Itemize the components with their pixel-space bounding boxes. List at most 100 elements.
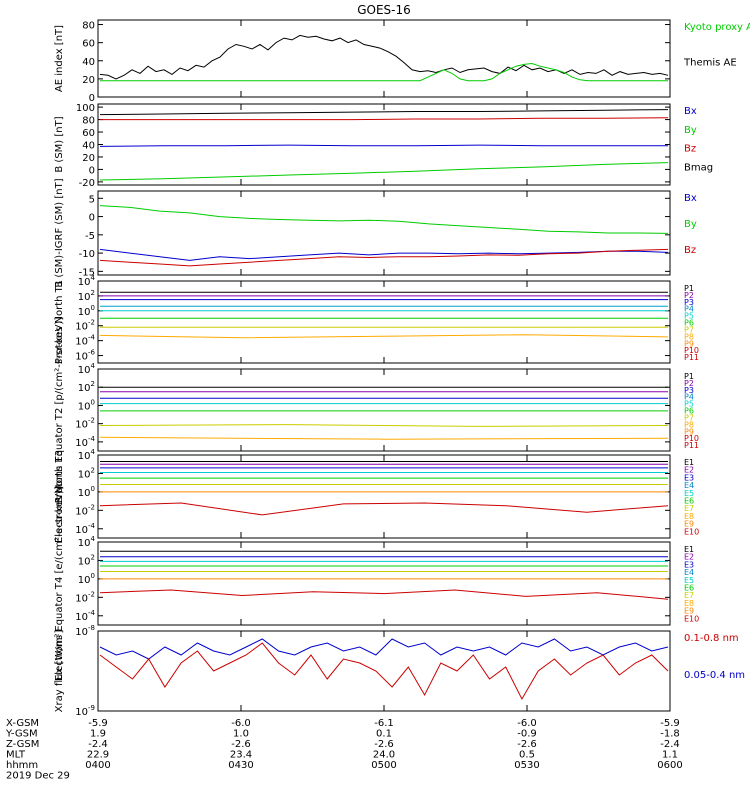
ytick-label-e1-4: 10-4 xyxy=(75,522,95,536)
ylabel-xray: Xray flux [W/m²] xyxy=(54,630,65,713)
ytick-label-e2-4: 10-4 xyxy=(75,609,95,623)
ytick-label-bigrf-0: -15 xyxy=(79,267,95,278)
panel-frame-bigrf xyxy=(97,190,671,276)
legend-ae-1: Themis AE xyxy=(683,58,737,69)
legend-e2-4: E5 xyxy=(684,576,694,585)
series-xray-1 xyxy=(99,642,669,701)
legend-p1-6: P7 xyxy=(684,325,694,334)
series-bsm-3 xyxy=(99,162,669,181)
legend-e1-5: E6 xyxy=(684,497,694,506)
ytick-label-e1-2: 100 xyxy=(78,485,95,499)
ytick-label-e2-2: 100 xyxy=(78,572,95,586)
xaxis-value-2-1: -2.6 xyxy=(231,739,251,750)
xaxis-value-0-0: -5.9 xyxy=(88,718,108,729)
legend-p2-2: P3 xyxy=(684,386,694,395)
legend-e2-8: E9 xyxy=(684,607,694,616)
legend-p1-8: P9 xyxy=(684,339,694,348)
panel-frame-ae xyxy=(97,19,671,98)
xaxis-value-2-4: -2.4 xyxy=(660,739,680,750)
ylabel-p2: Protons Equator T2 [p/(cm²-s-sr-keV)] xyxy=(54,317,65,504)
plot-title: GOES-16 xyxy=(357,3,411,17)
ytick-label-ae-2: 40 xyxy=(82,57,95,68)
legend-p2-9: P10 xyxy=(684,434,699,443)
xaxis-value-1-1: 1.0 xyxy=(233,729,249,740)
ytick-label-xray-0: 10-8 xyxy=(75,624,95,638)
plot-date: 2019 Dec 29 xyxy=(6,771,70,782)
ytick-label-p1-2: 100 xyxy=(78,304,95,318)
ytick-label-e1-1: 102 xyxy=(78,466,95,480)
xaxis-value-3-3: 0.5 xyxy=(519,750,535,761)
panel-frame-bsm xyxy=(97,103,671,186)
legend-bigrf-0: Bx xyxy=(684,193,697,204)
series-xray-0 xyxy=(99,638,669,660)
legend-ae-0: Kyoto proxy AE xyxy=(684,22,750,33)
legend-e2-7: E8 xyxy=(684,599,694,608)
ytick-label-e2-0: 104 xyxy=(78,535,96,549)
ytick-label-p1-1: 102 xyxy=(78,289,95,303)
xaxis-row-label-3: MLT xyxy=(6,750,26,761)
panel-frame-xray xyxy=(97,630,671,712)
xaxis-value-3-0: 22.9 xyxy=(87,750,109,761)
ytick-label-bsm-6: 100 xyxy=(76,103,95,114)
legend-bigrf-1: By xyxy=(684,219,697,230)
ytick-label-e1-0: 104 xyxy=(78,448,96,462)
legend-p2-7: P8 xyxy=(684,420,694,429)
legend-e1-6: E7 xyxy=(684,504,694,513)
ytick-label-bsm-3: 40 xyxy=(82,141,95,152)
legend-p1-2: P3 xyxy=(684,298,694,307)
xaxis-value-3-1: 23.4 xyxy=(230,750,252,761)
legend-p2-0: P1 xyxy=(684,372,694,381)
legend-p1-0: P1 xyxy=(684,284,694,293)
ytick-label-ae-0: 0 xyxy=(89,93,95,104)
legend-p1-10: P11 xyxy=(684,353,699,362)
legend-p1-4: P5 xyxy=(684,312,694,321)
ytick-label-p2-1: 102 xyxy=(78,380,95,394)
legend-e1-0: E1 xyxy=(684,458,694,467)
legend-p2-6: P7 xyxy=(684,413,694,422)
ytick-label-e2-1: 102 xyxy=(78,553,95,567)
ylabel-e2: Electrons Equator T4 [e/(cm²-s-sr-keV)] xyxy=(54,486,65,681)
series-e2-6 xyxy=(99,589,669,600)
ytick-label-e2-3: 10-2 xyxy=(75,590,95,604)
legend-p2-1: P2 xyxy=(684,379,694,388)
xaxis-value-4-4: 0600 xyxy=(657,760,682,771)
legend-bsm-1: By xyxy=(684,125,697,136)
ytick-label-p1-0: 104 xyxy=(78,274,96,288)
legend-bsm-0: Bx xyxy=(684,106,697,117)
ylabel-ae: AE index [nT] xyxy=(54,25,65,92)
ytick-label-bsm-2: 20 xyxy=(82,153,95,164)
panel-frame-p1 xyxy=(97,280,671,364)
ytick-label-p2-2: 100 xyxy=(78,398,95,412)
xaxis-value-4-3: 0530 xyxy=(514,760,539,771)
xaxis-value-0-2: -6.1 xyxy=(374,718,394,729)
series-bigrf-0 xyxy=(99,205,669,234)
legend-p1-5: P6 xyxy=(684,319,694,328)
ytick-label-bsm-4: 60 xyxy=(82,128,95,139)
ytick-label-p2-0: 104 xyxy=(78,362,96,376)
ylabel-p1: Protons North T1 xyxy=(54,280,65,364)
xaxis-value-3-4: 1.1 xyxy=(662,750,678,761)
xaxis-value-3-2: 24.0 xyxy=(373,750,395,761)
series-p1-7 xyxy=(99,334,669,339)
legend-p1-3: P4 xyxy=(684,305,694,314)
ytick-label-p1-5: 10-6 xyxy=(75,349,95,363)
legend-e2-3: E4 xyxy=(684,568,694,577)
legend-p1-1: P2 xyxy=(684,291,694,300)
xaxis-value-1-2: 0.1 xyxy=(376,729,392,740)
ytick-label-p2-4: 10-4 xyxy=(75,435,95,449)
xaxis-value-4-1: 0430 xyxy=(228,760,253,771)
series-bsm-0 xyxy=(99,109,669,116)
xaxis-value-0-4: -5.9 xyxy=(660,718,680,729)
ytick-label-bsm-5: 80 xyxy=(82,116,95,127)
ytick-label-ae-4: 80 xyxy=(82,21,95,32)
legend-p2-4: P5 xyxy=(684,400,694,409)
legend-e2-0: E1 xyxy=(684,545,694,554)
legend-e1-1: E2 xyxy=(684,466,694,475)
series-ae-1 xyxy=(100,62,668,82)
ytick-label-p1-4: 10-4 xyxy=(75,334,95,348)
legend-p1-7: P8 xyxy=(684,332,694,341)
ytick-label-p2-3: 10-2 xyxy=(75,417,95,431)
legend-e1-7: E8 xyxy=(684,512,694,521)
ytick-label-ae-3: 60 xyxy=(82,39,95,50)
series-bigrf-2 xyxy=(99,248,669,267)
